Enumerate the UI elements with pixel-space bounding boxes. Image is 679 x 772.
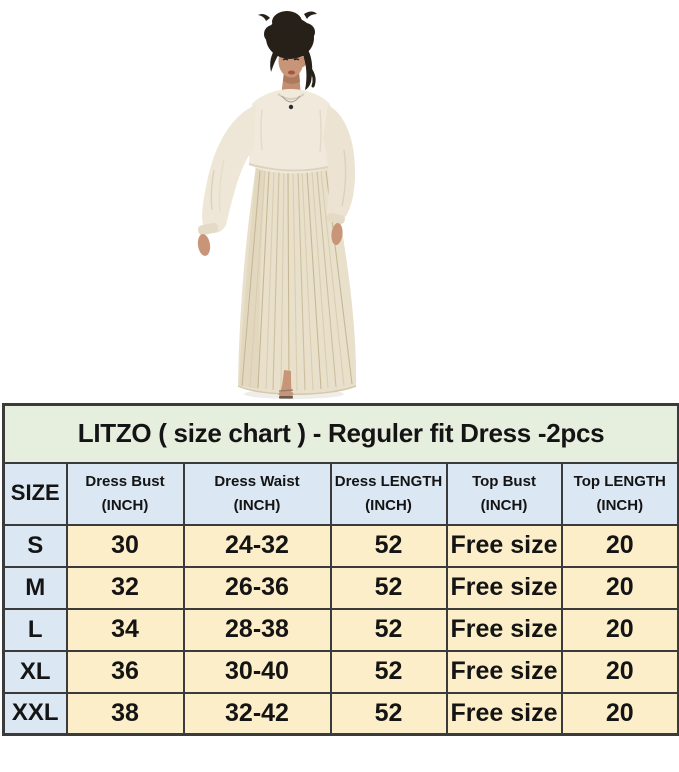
col-header-size: SIZE (2, 461, 68, 526)
dress-bust-cell: 36 (65, 649, 185, 694)
foot (278, 370, 294, 399)
col-header-label: Top LENGTH (573, 473, 666, 491)
crop-top (248, 89, 334, 174)
necklace (281, 95, 301, 110)
dress-length-cell: 52 (329, 649, 448, 694)
dress-waist-cell: 24-32 (182, 523, 332, 568)
top-length-cell: 20 (560, 523, 679, 568)
table-row-l: L 34 28-38 52 Free size 20 (2, 607, 679, 652)
top-bust-cell: Free size (445, 565, 563, 610)
top-length-cell: 20 (560, 565, 679, 610)
top-length-cell: 20 (560, 691, 679, 736)
col-header-label: Dress Waist (214, 473, 300, 491)
model-illustration (197, 11, 357, 399)
col-header-label: Dress Bust (85, 473, 165, 491)
size-cell: M (2, 565, 68, 610)
header-row: SIZE Dress Bust (INCH) Dress Waist (INCH… (2, 461, 679, 526)
col-header-label: SIZE (10, 480, 60, 506)
col-header-unit: (INCH) (233, 496, 281, 514)
col-header-dress-length: Dress LENGTH (INCH) (329, 461, 448, 526)
dress-waist-cell: 26-36 (182, 565, 332, 610)
col-header-label: Top Bust (472, 473, 536, 491)
top-bust-cell: Free size (445, 649, 563, 694)
top-length-cell: 20 (560, 649, 679, 694)
dress-bust-cell: 34 (65, 607, 185, 652)
dress-length-cell: 52 (329, 691, 448, 736)
col-header-unit: (INCH) (596, 496, 644, 514)
hair (258, 11, 317, 90)
table-row-xl: XL 36 30-40 52 Free size 20 (2, 649, 679, 694)
table-row-s: S 30 24-32 52 Free size 20 (2, 523, 679, 568)
dress-waist-cell: 28-38 (182, 607, 332, 652)
table-row-xxl: XXL 38 32-42 52 Free size 20 (2, 691, 679, 736)
title-row: LITZO ( size chart ) - Reguler fit Dress… (2, 403, 679, 464)
table-row-m: M 32 26-36 52 Free size 20 (2, 565, 679, 610)
model-photo (197, 11, 357, 399)
col-header-dress-bust: Dress Bust (INCH) (65, 461, 185, 526)
col-header-dress-waist: Dress Waist (INCH) (182, 461, 332, 526)
col-header-unit: (INCH) (480, 496, 528, 514)
dress-bust-cell: 38 (65, 691, 185, 736)
col-header-unit: (INCH) (365, 496, 412, 514)
left-sleeve (197, 105, 256, 256)
dress-bust-cell: 30 (65, 523, 185, 568)
right-sleeve (323, 105, 356, 245)
top-bust-cell: Free size (445, 523, 563, 568)
size-chart-table: LITZO ( size chart ) - Reguler fit Dress… (2, 403, 679, 736)
top-length-cell: 20 (560, 607, 679, 652)
dress-waist-cell: 30-40 (182, 649, 332, 694)
dress-length-cell: 52 (329, 523, 448, 568)
dress-length-cell: 52 (329, 607, 448, 652)
size-cell: S (2, 523, 68, 568)
dress-bust-cell: 32 (65, 565, 185, 610)
size-chart-title: LITZO ( size chart ) - Reguler fit Dress… (2, 403, 679, 464)
col-header-unit: (INCH) (101, 496, 149, 514)
col-header-label: Dress LENGTH (334, 473, 443, 491)
col-header-top-length: Top LENGTH (INCH) (560, 461, 679, 526)
size-cell: L (2, 607, 68, 652)
top-bust-cell: Free size (445, 607, 563, 652)
dress-length-cell: 52 (329, 565, 448, 610)
top-bust-cell: Free size (445, 691, 563, 736)
col-header-top-bust: Top Bust (INCH) (445, 461, 563, 526)
size-cell: XL (2, 649, 68, 694)
dress-waist-cell: 32-42 (182, 691, 332, 736)
pleated-skirt (237, 166, 357, 395)
size-cell: XXL (2, 691, 68, 736)
